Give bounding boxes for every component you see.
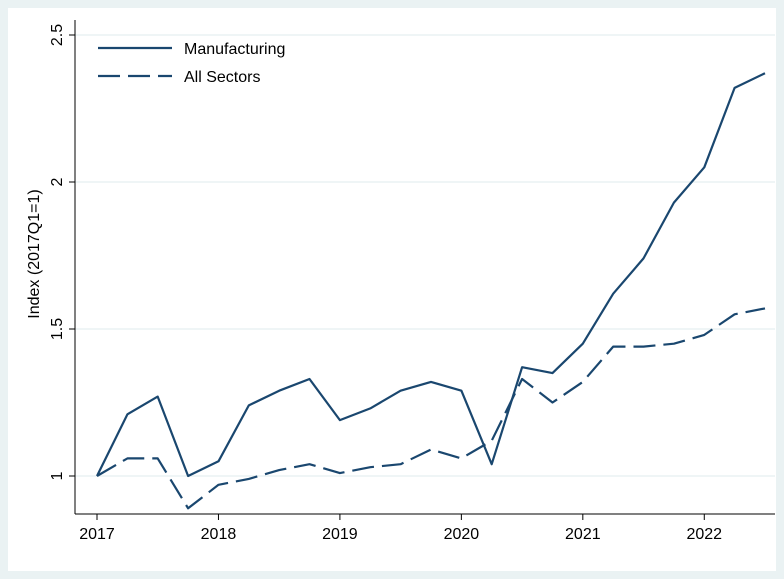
x-tick-label: 2022 [686,526,722,543]
x-tick-label: 2018 [201,526,237,543]
series-line-all-sectors [96,307,766,510]
y-tick-label: 1 [49,471,66,480]
plot-panel: 1 1.5 2 2.5 2017 2018 2019 2020 2021 2022 Index (2… [8,8,776,571]
y-tick-label: 2.5 [49,24,66,46]
legend-label: All Sectors [184,69,260,86]
x-tick-label: 2021 [565,526,601,543]
x-tick-label: 2020 [444,526,480,543]
y-axis-title: Index (2017Q1=1) [26,189,43,318]
x-tick-label: 2019 [322,526,358,543]
series-line-manufacturing [96,72,766,478]
y-tick-label: 2 [49,177,66,186]
x-tick-label: 2017 [79,526,115,543]
y-tick-label: 1.5 [49,318,66,340]
legend-label: Manufacturing [184,41,285,58]
line-chart: 1 1.5 2 2.5 2017 2018 2019 2020 2021 2022 Index (2… [26,20,775,543]
